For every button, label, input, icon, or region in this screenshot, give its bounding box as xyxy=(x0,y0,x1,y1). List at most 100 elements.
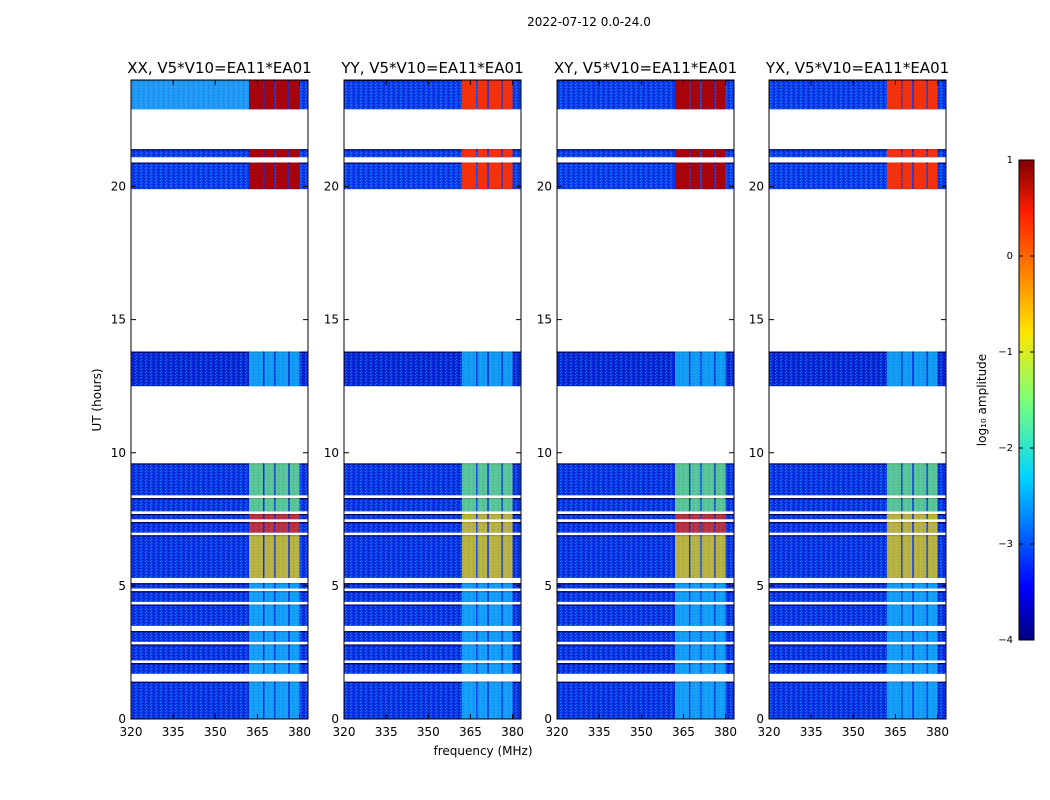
x-tick-label: 380 xyxy=(926,725,949,739)
rfi-band xyxy=(913,80,927,110)
rfi-band xyxy=(887,631,902,642)
rfi-band xyxy=(675,583,690,589)
y-tick-label: 0 xyxy=(756,712,764,726)
rfi-band xyxy=(462,351,477,387)
segment-edge xyxy=(344,604,521,606)
y-tick-label: 20 xyxy=(537,180,552,194)
rfi-band xyxy=(701,591,715,602)
rfi-band xyxy=(488,162,502,190)
rfi-band xyxy=(462,644,477,661)
rfi-band xyxy=(477,80,488,110)
data-segment-noise xyxy=(344,644,521,661)
data-segment-noise xyxy=(344,631,521,642)
rfi-band xyxy=(462,80,477,110)
x-tick-label: 320 xyxy=(758,725,781,739)
segment-edge xyxy=(344,521,521,524)
rfi-band xyxy=(902,498,913,512)
rfi-band xyxy=(264,535,275,578)
xx-top-haze xyxy=(131,80,249,110)
rfi-band xyxy=(690,162,701,190)
rfi-band xyxy=(264,583,275,589)
rfi-band xyxy=(264,521,275,533)
data-segment-noise xyxy=(557,498,734,512)
data-segment-noise xyxy=(131,604,308,626)
segment-edge xyxy=(344,631,521,633)
segment-edge xyxy=(557,149,734,151)
y-tick-label: 5 xyxy=(544,579,552,593)
rfi-band xyxy=(488,351,502,387)
rfi-band xyxy=(701,463,715,496)
rfi-band xyxy=(275,149,289,158)
y-tick-label: 5 xyxy=(331,579,339,593)
rfi-band xyxy=(477,583,488,589)
rfi-band xyxy=(488,583,502,589)
rfi-band xyxy=(477,681,488,719)
segment-edge xyxy=(557,463,734,465)
rfi-band xyxy=(249,681,264,719)
rfi-band xyxy=(690,591,701,602)
colorbar-ticks: −4 −3 −2 −1 0 1 xyxy=(998,155,1034,646)
rfi-band xyxy=(477,604,488,626)
rfi-band xyxy=(275,591,289,602)
data-segment-noise xyxy=(557,521,734,533)
rfi-band xyxy=(715,463,726,496)
rfi-band xyxy=(488,80,502,110)
rfi-band xyxy=(488,535,502,578)
rfi-band xyxy=(275,162,289,190)
rfi-band xyxy=(927,535,938,578)
segment-edge xyxy=(557,583,734,585)
rfi-band xyxy=(902,644,913,661)
rfi-band xyxy=(913,644,927,661)
data-segment-noise xyxy=(131,644,308,661)
data-segment-noise xyxy=(769,644,946,661)
rfi-band xyxy=(887,521,902,533)
rfi-band xyxy=(249,663,264,674)
y-tick-label: 0 xyxy=(331,712,339,726)
segment-edge xyxy=(131,535,308,537)
data-segment-noise xyxy=(131,498,308,512)
rfi-band xyxy=(502,463,513,496)
panel-xy: XY, V5*V10=EA11*EA01 320 335 350 365 380 0 5 10 1… xyxy=(537,59,737,739)
rfi-band xyxy=(887,591,902,602)
rfi-band xyxy=(690,681,701,719)
segment-edge xyxy=(131,498,308,500)
rfi-band xyxy=(902,663,913,674)
rfi-band xyxy=(927,463,938,496)
rfi-band xyxy=(477,521,488,533)
rfi-band xyxy=(887,149,902,158)
segment-edge xyxy=(344,663,521,665)
rfi-band xyxy=(887,162,902,190)
data-segment-noise xyxy=(769,631,946,642)
x-tick-label: 335 xyxy=(588,725,611,739)
rfi-band xyxy=(715,498,726,512)
rfi-band xyxy=(488,498,502,512)
rfi-band xyxy=(264,162,275,190)
rfi-band xyxy=(249,631,264,642)
rfi-band xyxy=(502,631,513,642)
rfi-band xyxy=(913,521,927,533)
segment-edge xyxy=(769,535,946,537)
rfi-band xyxy=(488,604,502,626)
segment-edge xyxy=(769,351,946,353)
rfi-band xyxy=(675,591,690,602)
rfi-band xyxy=(902,162,913,190)
rfi-band xyxy=(462,149,477,158)
rfi-band xyxy=(701,681,715,719)
rfi-band xyxy=(275,513,289,520)
rfi-band xyxy=(249,521,264,533)
segment-edge xyxy=(557,591,734,593)
data-segment-noise xyxy=(769,663,946,674)
rfi-band xyxy=(462,498,477,512)
rfi-band xyxy=(264,80,275,110)
rfi-band xyxy=(249,513,264,520)
y-tick-label: 15 xyxy=(749,313,764,327)
rfi-band xyxy=(502,498,513,512)
rfi-band xyxy=(887,604,902,626)
rfi-band xyxy=(690,498,701,512)
rfi-band xyxy=(289,644,300,661)
colorbar-tick-label: −1 xyxy=(998,347,1013,358)
segment-edge xyxy=(769,631,946,633)
x-tick-label: 365 xyxy=(246,725,269,739)
y-tick-label: 5 xyxy=(756,579,764,593)
rfi-band xyxy=(701,513,715,520)
